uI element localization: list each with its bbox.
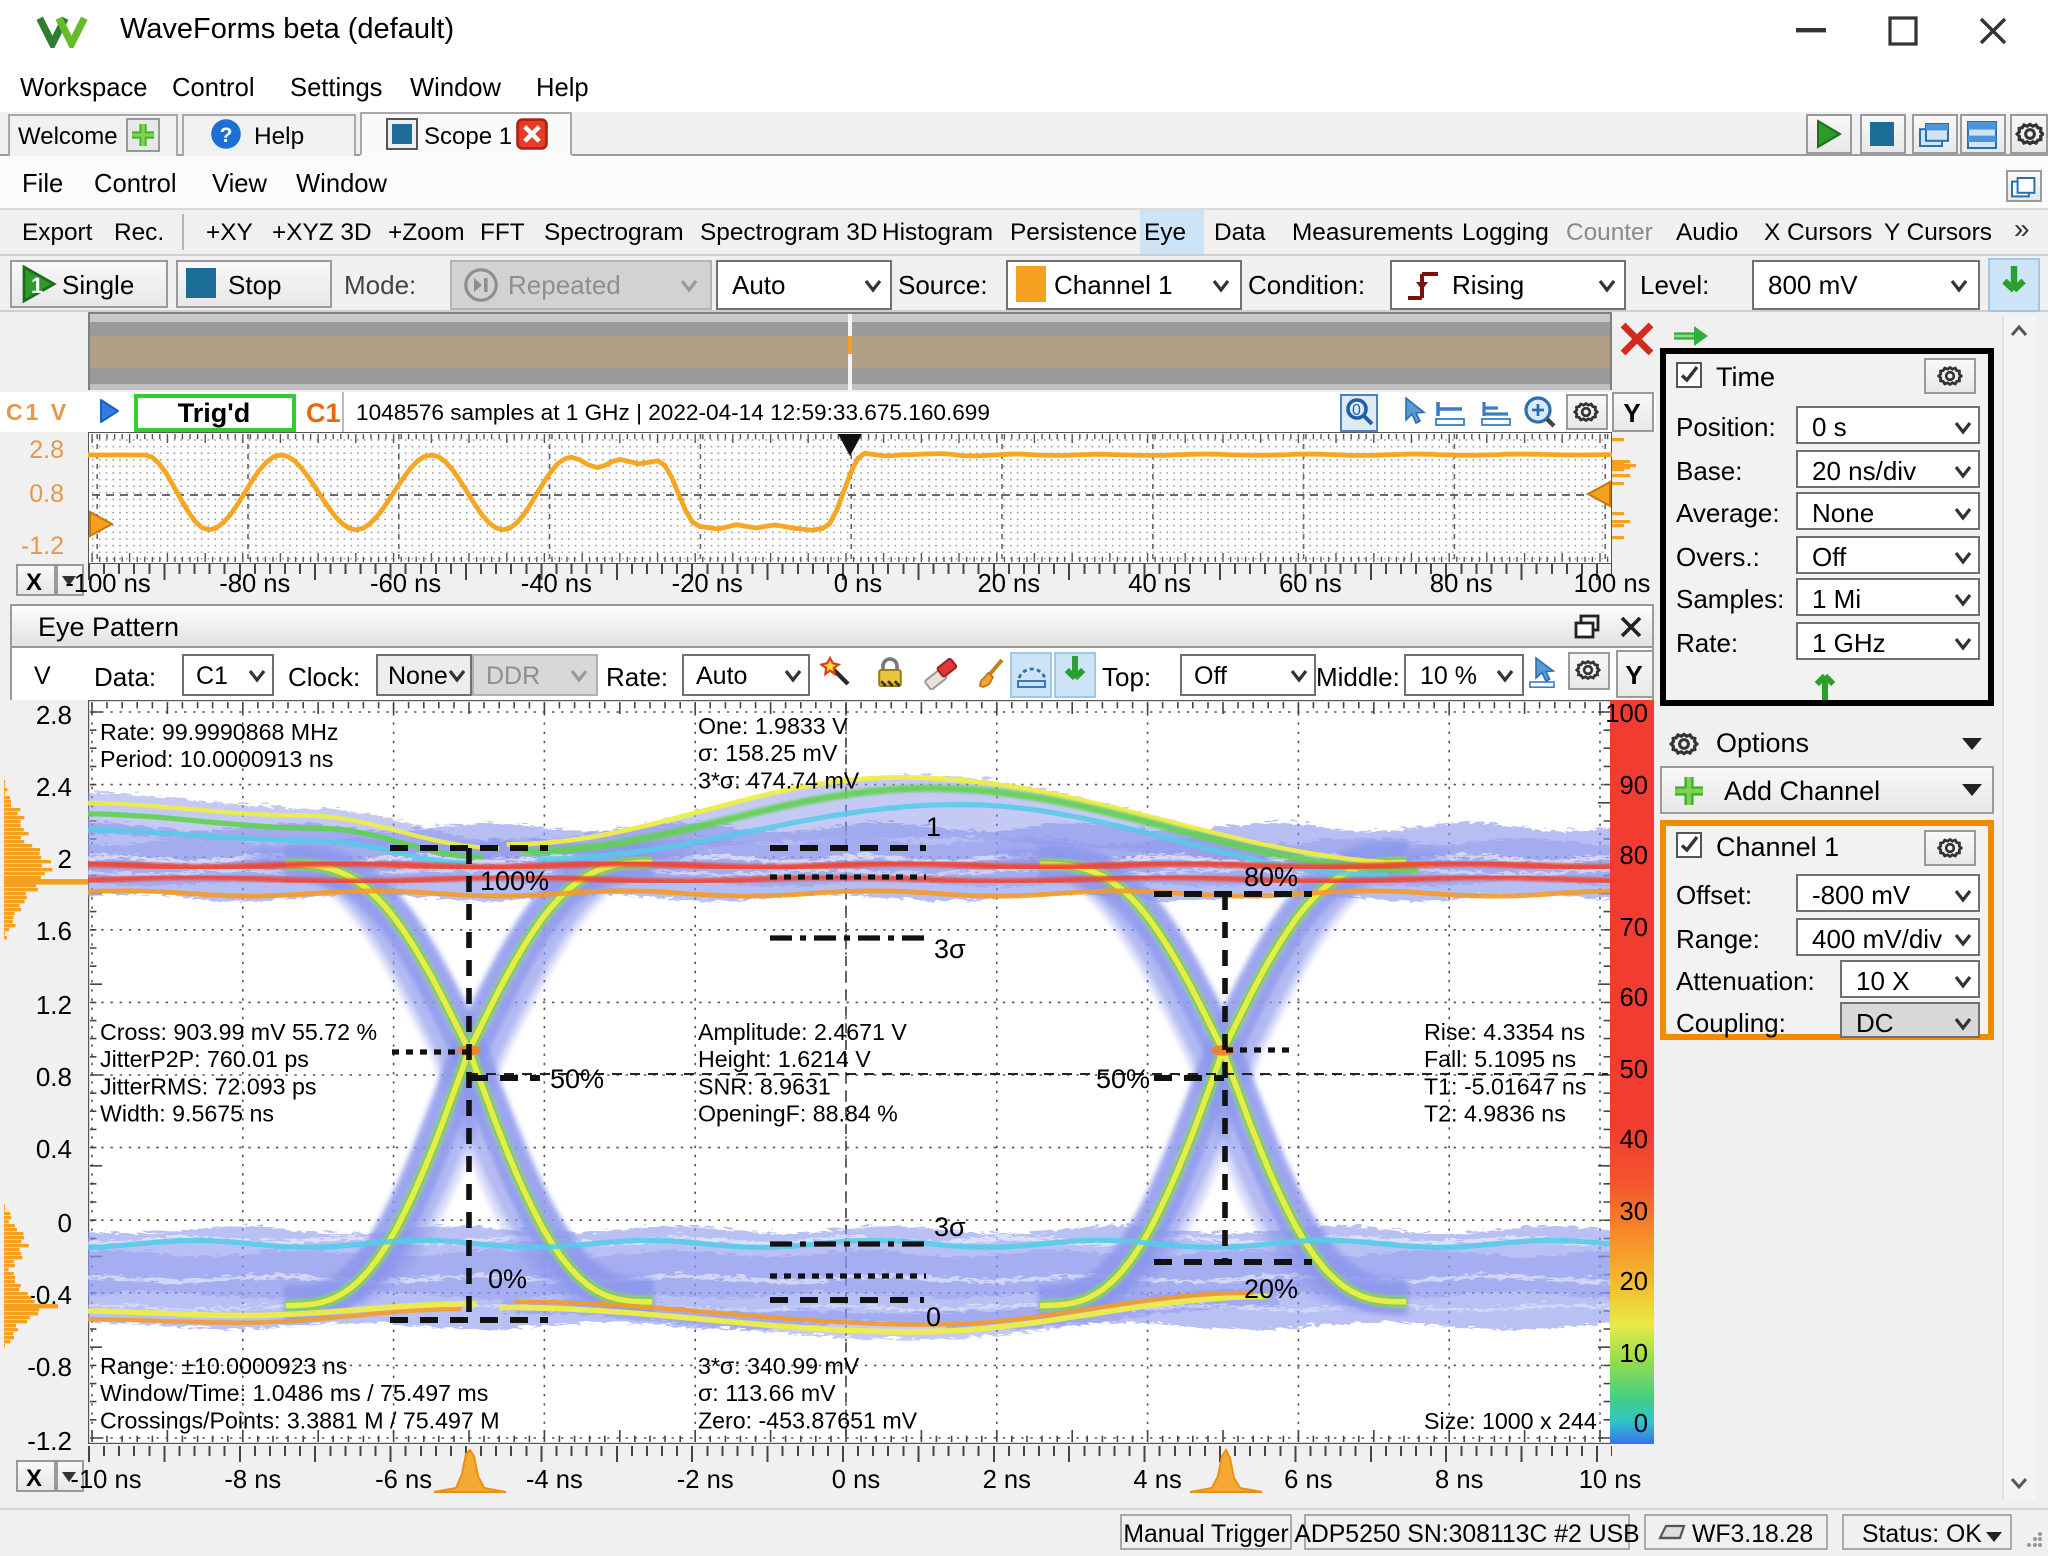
svg-text:3σ: 3σ (934, 934, 966, 964)
svg-text:1: 1 (31, 273, 43, 298)
svg-text:50%: 50% (1096, 1064, 1150, 1094)
svg-text:3σ: 3σ (934, 1212, 966, 1242)
svg-text:One: 1.9833 V: One: 1.9833 V (698, 713, 848, 739)
svg-text:Amplitude: 2.4671 V: Amplitude: 2.4671 V (698, 1019, 907, 1045)
svg-text:80%: 80% (1244, 862, 1298, 892)
svg-text:JitterP2P: 760.01 ps: JitterP2P: 760.01 ps (100, 1046, 309, 1072)
svg-text:Crossings/Points: 3.3881 M: Crossings/Points: 3.3881 M / 75.497 M (100, 1407, 500, 1433)
svg-text:20%: 20% (1244, 1274, 1298, 1304)
svg-text:Zero: -453.87651 mV: Zero: -453.87651 mV (698, 1407, 918, 1433)
svg-text:1: 1 (926, 812, 941, 842)
svg-text:Range: ±10.0000923 ns: Range: ±10.0000923 ns (100, 1353, 347, 1379)
svg-text:100%: 100% (480, 866, 549, 896)
svg-text:Rate: 99.9990868 MHz: Rate: 99.9990868 MHz (100, 719, 338, 745)
svg-text:SNR: 8.9631: SNR: 8.9631 (698, 1073, 831, 1099)
svg-text:OpeningF: 88.84 %: OpeningF: 88.84 % (698, 1101, 898, 1127)
svg-text:0%: 0% (488, 1264, 527, 1294)
svg-text:50%: 50% (550, 1064, 604, 1094)
svg-text:Height: 1.6214 V: Height: 1.6214 V (698, 1046, 871, 1072)
svg-text:Size: 1000 x 244: Size: 1000 x 244 (1424, 1408, 1597, 1434)
svg-text:JitterRMS: 72.093 ps: JitterRMS: 72.093 ps (100, 1073, 317, 1099)
svg-text:T1: -5.01647 ns: T1: -5.01647 ns (1424, 1073, 1586, 1099)
svg-text:σ: 158.25 mV: σ: 158.25 mV (698, 740, 838, 766)
svg-text:3*σ: 474.74 mV: 3*σ: 474.74 mV (698, 767, 860, 793)
svg-text:Cross: 903.99 mV 55.72 %: Cross: 903.99 mV 55.72 % (100, 1019, 377, 1045)
svg-text:0: 0 (1352, 402, 1361, 419)
svg-text:Window/Time: 1.0486 ms / 75.4: Window/Time: 1.0486 ms / 75.497 ms (100, 1380, 488, 1406)
svg-text:Period: 10.0000913 ns: Period: 10.0000913 ns (100, 746, 333, 772)
svg-text:Rise: 4.3354 ns: Rise: 4.3354 ns (1424, 1019, 1585, 1045)
svg-text:?: ? (220, 124, 233, 147)
svg-text:Fall: 5.1095 ns: Fall: 5.1095 ns (1424, 1046, 1576, 1072)
svg-text:σ: 113.66 mV: σ: 113.66 mV (698, 1380, 836, 1406)
svg-text:3*σ: 340.99 mV: 3*σ: 340.99 mV (698, 1353, 860, 1379)
svg-text:0: 0 (926, 1302, 941, 1332)
svg-text:T2: 4.9836 ns: T2: 4.9836 ns (1424, 1101, 1566, 1127)
svg-text:Width: 9.5675 ns: Width: 9.5675 ns (100, 1101, 274, 1127)
